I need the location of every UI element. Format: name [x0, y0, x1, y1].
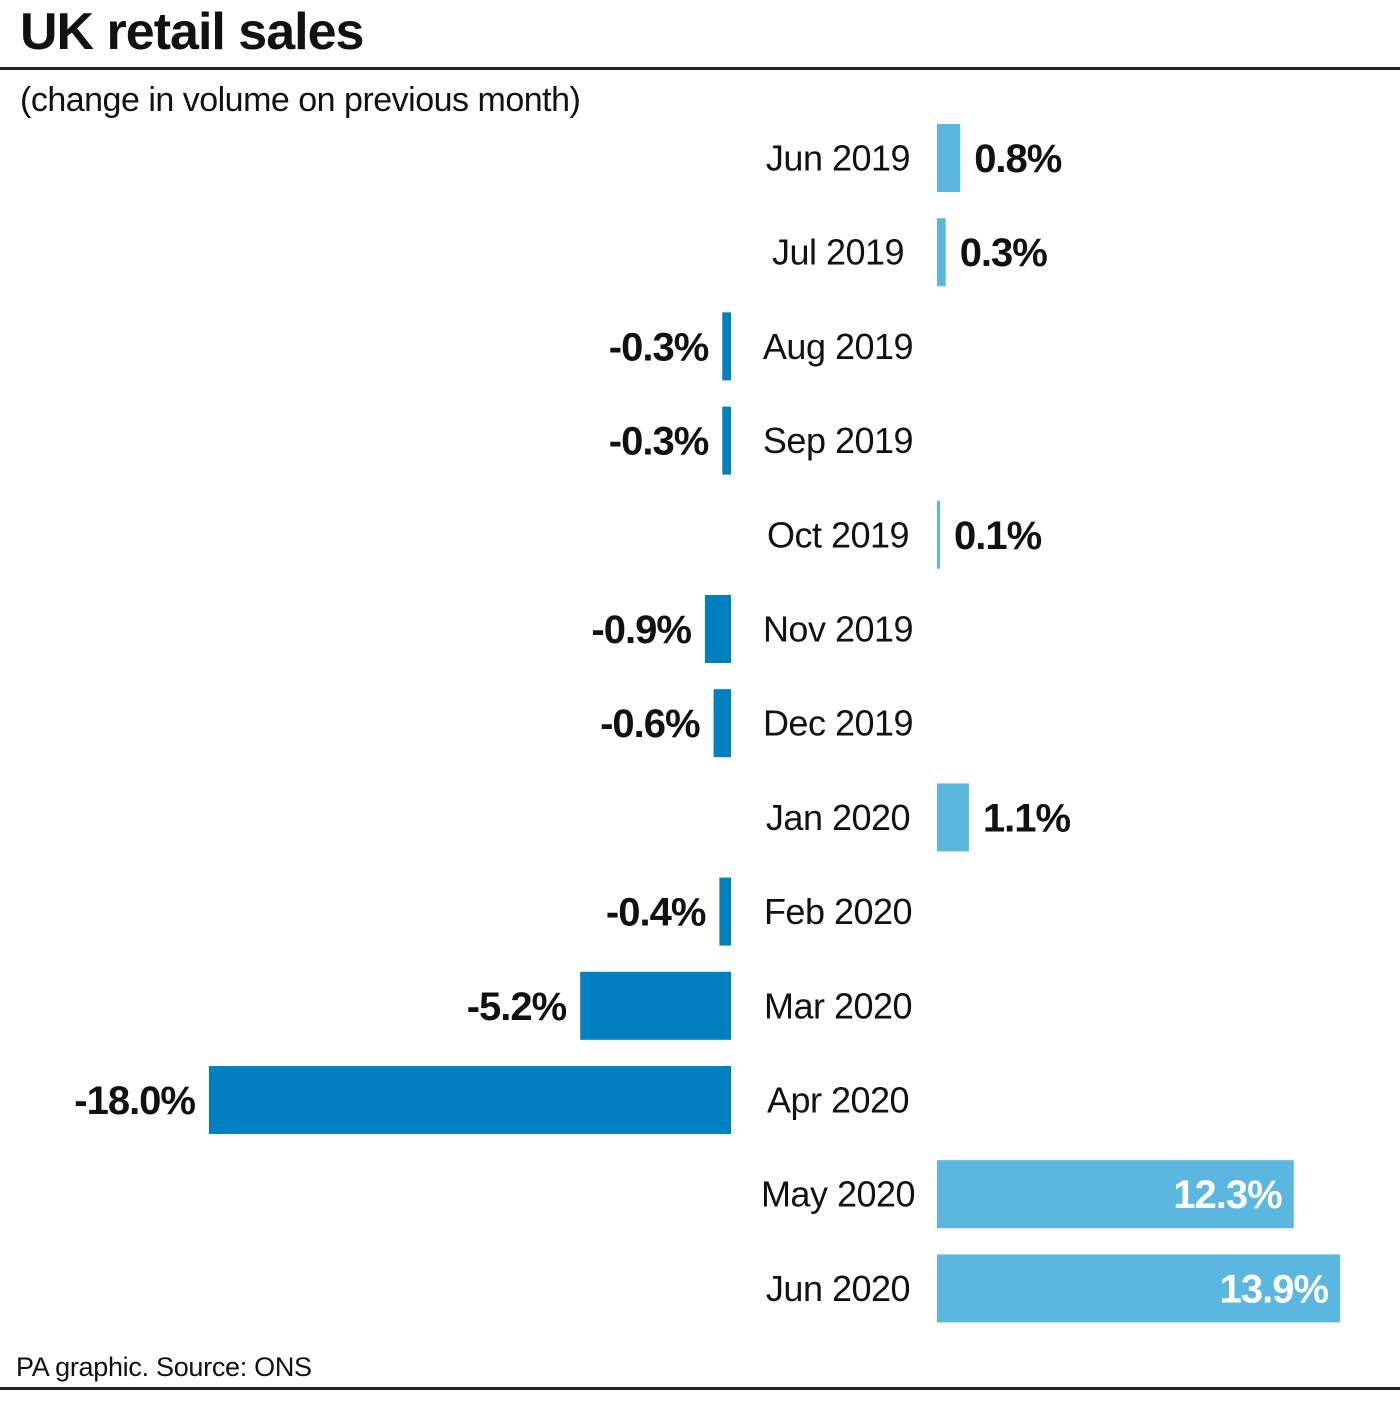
- category-label: Feb 2020: [764, 891, 912, 932]
- bar: [722, 406, 731, 475]
- data-label: 1.1%: [983, 796, 1071, 840]
- footer-rule: [0, 1387, 1400, 1390]
- data-label: -0.6%: [600, 702, 700, 746]
- bar: [580, 971, 731, 1040]
- category-label: Oct 2019: [767, 514, 909, 555]
- bar: [937, 1160, 1294, 1229]
- bar: [937, 500, 940, 569]
- title-rule: [0, 67, 1400, 70]
- data-label: -18.0%: [74, 1079, 195, 1123]
- data-label: -0.3%: [609, 325, 709, 369]
- data-label: 13.9%: [1220, 1267, 1329, 1311]
- data-label: -0.9%: [591, 608, 691, 652]
- category-label: Jul 2019: [772, 232, 904, 273]
- chart-subtitle: (change in volume on previous month): [20, 81, 581, 119]
- bar: [937, 1254, 1341, 1323]
- category-label: Apr 2020: [767, 1080, 909, 1121]
- data-label: 0.8%: [974, 137, 1062, 181]
- bar: [937, 218, 946, 287]
- bar: [937, 783, 969, 852]
- bar: [937, 124, 961, 192]
- chart-title: UK retail sales: [20, 3, 364, 61]
- category-label: Mar 2020: [764, 985, 912, 1026]
- bar: [719, 877, 731, 946]
- bar: [722, 312, 731, 381]
- category-label: Jun 2019: [766, 138, 910, 179]
- bar: [704, 595, 731, 663]
- category-label: Nov 2019: [763, 609, 913, 650]
- data-label: -0.3%: [609, 420, 709, 464]
- data-label: 0.1%: [954, 514, 1042, 558]
- data-label: 12.3%: [1173, 1173, 1282, 1217]
- data-label: -0.4%: [606, 891, 706, 935]
- bar: [209, 1066, 731, 1134]
- category-label: May 2020: [761, 1174, 915, 1215]
- data-label: 0.3%: [960, 231, 1048, 275]
- source-note: PA graphic. Source: ONS: [16, 1352, 312, 1382]
- category-label: Sep 2019: [763, 420, 913, 461]
- category-label: Jun 2020: [766, 1268, 910, 1309]
- category-label: Jan 2020: [766, 797, 910, 838]
- category-label: Dec 2019: [763, 703, 913, 744]
- category-label: Aug 2019: [763, 326, 913, 367]
- data-label: -5.2%: [467, 985, 567, 1029]
- bar: [713, 689, 731, 758]
